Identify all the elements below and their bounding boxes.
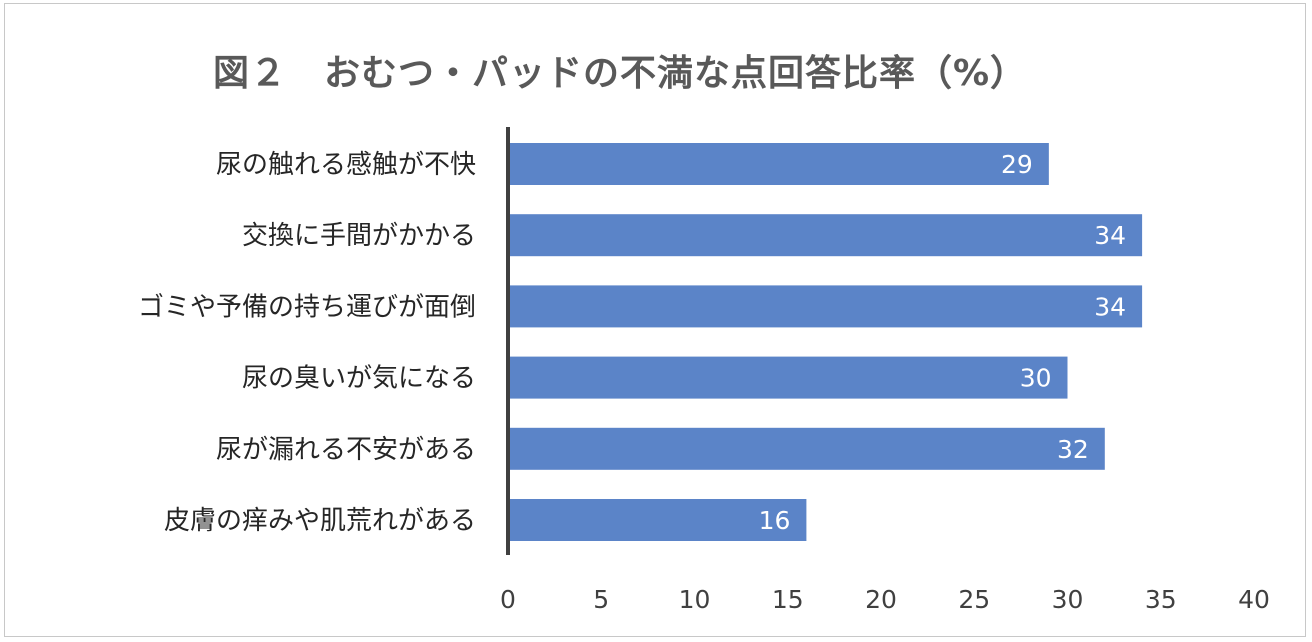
x-tick-label: 10 <box>679 585 711 614</box>
bar <box>508 214 1143 257</box>
category-label: 尿が漏れる不安がある <box>216 435 476 465</box>
category-label: 尿の触れる感触が不快 <box>216 150 476 180</box>
x-tick-label: 40 <box>1238 585 1270 614</box>
x-tick-labels-group: 0 5 10 15 20 25 30 35 40 <box>500 585 1270 614</box>
data-labels-group: 29 34 34 30 32 16 <box>759 150 1127 535</box>
bar <box>508 143 1049 185</box>
x-tick-label: 30 <box>1052 585 1084 614</box>
x-tick-label: 25 <box>958 585 990 614</box>
data-label: 29 <box>1001 150 1033 179</box>
data-label: 30 <box>1020 364 1052 393</box>
bar <box>508 285 1143 328</box>
x-tick-label: 0 <box>500 585 516 614</box>
category-label: 尿の臭いが気になる <box>242 364 476 394</box>
x-tick-label: 20 <box>865 585 897 614</box>
bar <box>508 356 1068 399</box>
data-label: 34 <box>1094 292 1126 321</box>
x-tick-label: 35 <box>1145 585 1177 614</box>
category-label: ゴミや予備の持ち運びが面倒 <box>138 292 476 322</box>
data-label: 16 <box>759 506 791 535</box>
chart-title: 図２ おむつ・パッドの不満な点回答比率（%） <box>212 53 1028 94</box>
data-label: 34 <box>1094 221 1126 250</box>
data-label: 32 <box>1057 435 1089 464</box>
category-label: 交換に手間がかかる <box>242 221 476 251</box>
category-labels-group: 尿の触れる感触が不快交換に手間がかかるゴミや予備の持ち運びが面倒尿の臭いが気にな… <box>138 150 476 536</box>
x-tick-label: 5 <box>593 585 609 614</box>
x-tick-label: 15 <box>772 585 804 614</box>
bar <box>508 427 1105 470</box>
bar <box>508 499 807 541</box>
category-label: 皮膚の痒みや肌荒れがある <box>164 506 476 536</box>
bars-group <box>508 143 1143 541</box>
